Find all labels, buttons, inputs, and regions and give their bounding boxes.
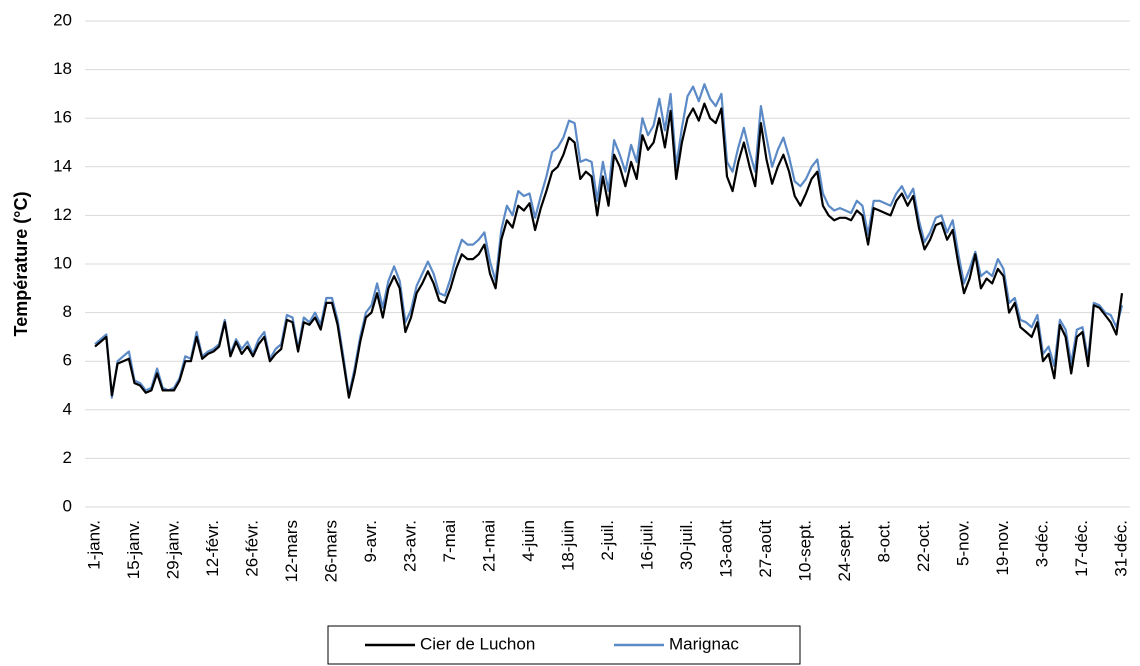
x-tick-label: 9-avr. (361, 520, 380, 563)
y-tick-label: 18 (53, 59, 72, 78)
x-tick-label: 2-juil. (598, 520, 617, 561)
x-tick-label: 13-août (716, 520, 735, 578)
x-tick-label: 15-janv. (124, 520, 143, 579)
y-tick-label: 2 (63, 448, 72, 467)
x-tick-label: 24-sept. (835, 520, 854, 581)
y-tick-label: 6 (63, 351, 72, 370)
x-tick-label: 30-juil. (677, 520, 696, 570)
x-tick-label: 10-sept. (795, 520, 814, 581)
x-tick-label: 19-nov. (993, 520, 1012, 575)
x-tick-label: 17-déc. (1072, 520, 1091, 577)
legend-box (327, 625, 801, 665)
x-tick-label: 16-juil. (637, 520, 656, 570)
y-tick-label: 16 (53, 108, 72, 127)
legend-label: Marignac (669, 634, 739, 653)
y-axis-title: Température (°C) (11, 192, 31, 337)
x-tick-label: 27-août (756, 520, 775, 578)
x-tick-label: 1-janv. (84, 520, 103, 570)
y-tick-label: 20 (53, 10, 72, 29)
x-tick-label: 18-juin (558, 520, 577, 571)
x-tick-label: 8-oct. (874, 520, 893, 563)
x-tick-label: 4-juin (519, 520, 538, 562)
x-tick-label: 5-nov. (953, 520, 972, 566)
x-tick-label: 31-déc. (1111, 520, 1130, 577)
x-tick-label: 12-févr. (203, 520, 222, 577)
y-tick-label: 8 (63, 302, 72, 321)
x-tick-label: 23-avr. (400, 520, 419, 572)
y-tick-label: 10 (53, 253, 72, 272)
legend-label: Cier de Luchon (420, 634, 535, 653)
x-tick-label: 26-mars (321, 520, 340, 582)
x-tick-label: 12-mars (282, 520, 301, 582)
x-tick-label: 21-mai (479, 520, 498, 572)
x-tick-label: 26-févr. (242, 520, 261, 577)
x-tick-label: 3-déc. (1032, 520, 1051, 567)
y-tick-label: 4 (63, 399, 72, 418)
y-tick-label: 12 (53, 205, 72, 224)
series-line (94, 102, 1124, 399)
x-tick-label: 29-janv. (163, 520, 182, 579)
x-tick-label: 22-oct. (914, 520, 933, 572)
y-tick-label: 14 (53, 156, 72, 175)
x-tick-label: 7-mai (440, 520, 459, 563)
y-tick-label: 0 (63, 496, 72, 515)
